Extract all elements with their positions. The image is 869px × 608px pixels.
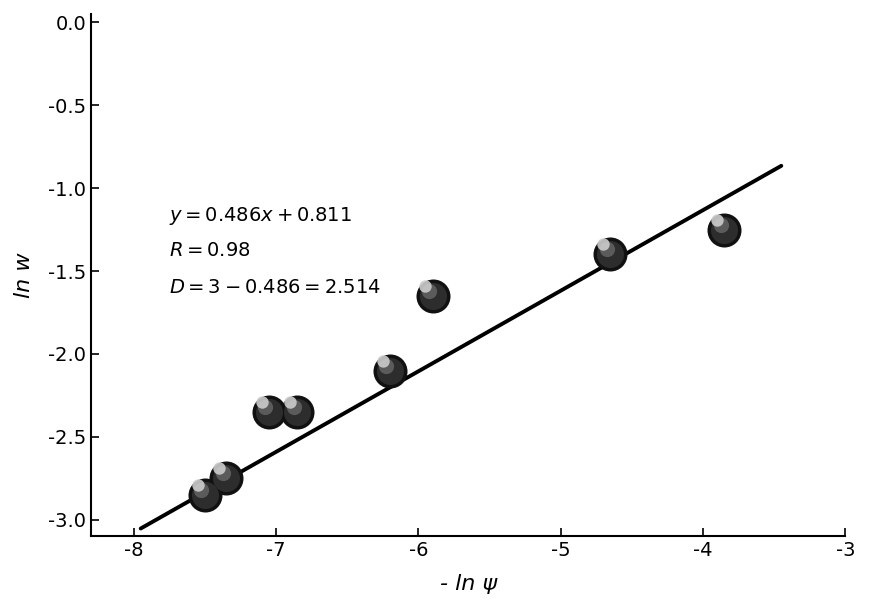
Point <box>380 361 394 370</box>
Point <box>290 407 304 417</box>
Point <box>596 240 610 249</box>
X-axis label: - ln ψ: - ln ψ <box>440 574 497 594</box>
Text: $y = 0.486x + 0.811$: $y = 0.486x + 0.811$ <box>169 205 352 227</box>
Point <box>604 249 618 259</box>
Point <box>713 219 727 229</box>
Point <box>255 397 269 407</box>
Point <box>212 463 226 473</box>
Point <box>219 474 233 483</box>
Point <box>216 469 229 478</box>
Point <box>290 407 304 417</box>
Point <box>258 402 272 412</box>
Point <box>426 291 440 301</box>
Point <box>195 485 209 495</box>
Point <box>383 365 397 375</box>
Point <box>710 215 724 224</box>
Point <box>262 407 275 417</box>
Point <box>198 490 212 500</box>
Point <box>419 281 433 291</box>
Text: $R = 0.98$: $R = 0.98$ <box>169 241 251 260</box>
Point <box>287 402 301 412</box>
Point <box>600 244 614 254</box>
Point <box>375 356 389 365</box>
Point <box>422 286 436 295</box>
Point <box>219 474 233 483</box>
Point <box>426 291 440 301</box>
Text: $D = 3 - 0.486 = 2.514$: $D = 3 - 0.486 = 2.514$ <box>169 278 381 297</box>
Point <box>383 365 397 375</box>
Point <box>718 225 732 235</box>
Point <box>262 407 275 417</box>
Y-axis label: ln w: ln w <box>14 252 34 298</box>
Point <box>718 225 732 235</box>
Point <box>283 397 297 407</box>
Point <box>604 249 618 259</box>
Point <box>190 480 204 490</box>
Point <box>198 490 212 500</box>
